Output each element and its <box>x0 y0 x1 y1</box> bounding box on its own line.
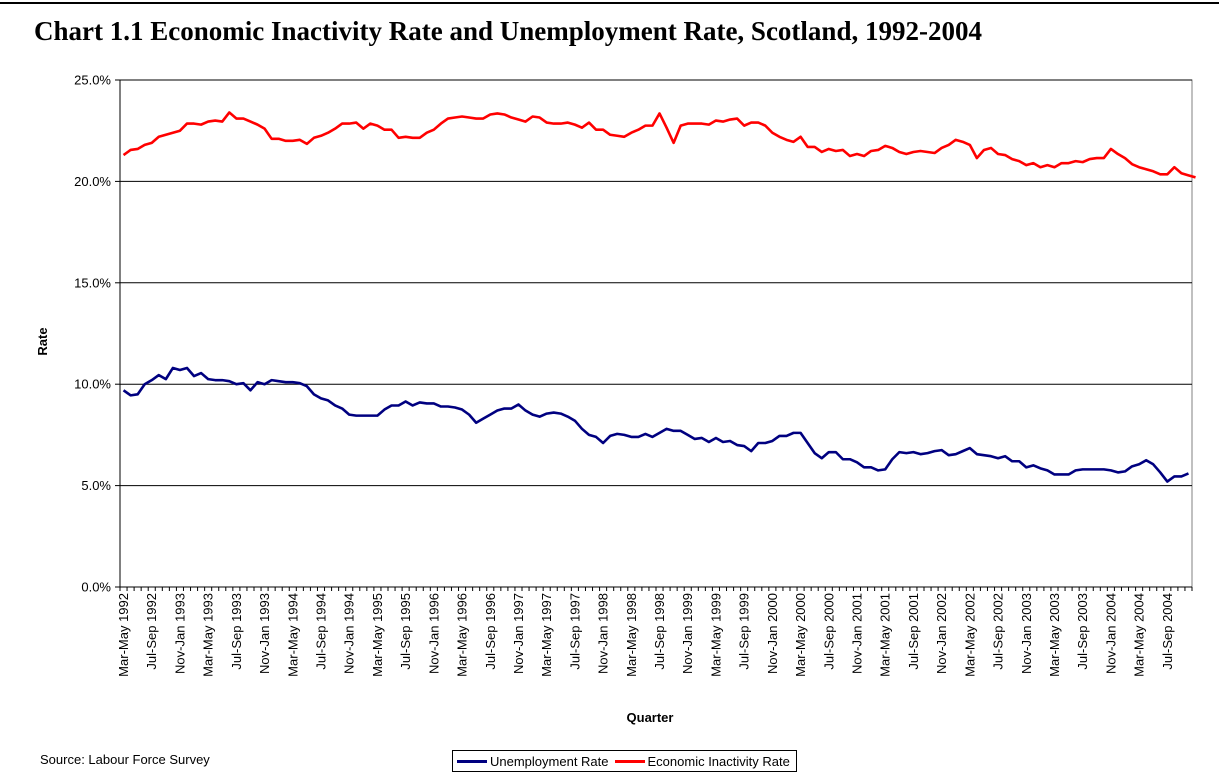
y-tick-label: 5.0% <box>81 478 111 493</box>
y-tick-label: 15.0% <box>74 275 111 290</box>
x-tick-label: Jul-Sep 2004 <box>1160 593 1175 670</box>
x-tick-label: Mar-May 1993 <box>201 593 216 677</box>
unemployment-rate-line <box>122 366 1189 483</box>
legend-swatch-inactivity <box>614 759 645 763</box>
x-tick-label: Nov-Jan 2004 <box>1103 593 1118 674</box>
x-tick-label: Nov-Jan 2001 <box>850 593 865 674</box>
chart-legend: Unemployment Rate Economic Inactivity Ra… <box>452 750 797 772</box>
x-tick-label: Mar-May 1997 <box>539 593 554 677</box>
x-tick-label: Mar-May 1992 <box>116 593 131 677</box>
legend-item-inactivity: Economic Inactivity Rate <box>614 753 790 769</box>
x-tick-label: Nov-Jan 1999 <box>680 593 695 674</box>
x-tick-label: Jul-Sep 1992 <box>144 593 159 670</box>
x-tick-label: Jul-Sep 1999 <box>737 593 752 670</box>
x-tick-label: Nov-Jan 1997 <box>511 593 526 674</box>
x-tick-label: Jul-Sep 2000 <box>821 593 836 670</box>
x-tick-label: Jul-Sep 2003 <box>1075 593 1090 670</box>
x-tick-label: Mar-May 2001 <box>878 593 893 677</box>
x-tick-label: Nov-Jan 1993 <box>172 593 187 674</box>
chart-title: Chart 1.1 Economic Inactivity Rate and U… <box>34 16 982 46</box>
x-tick-label: Mar-May 2000 <box>793 593 808 677</box>
legend-swatch-unemployment <box>457 759 487 763</box>
x-tick-label: Jul-Sep 1998 <box>652 593 667 670</box>
x-tick-label: Nov-Jan 2000 <box>765 593 780 674</box>
y-tick-label: 10.0% <box>74 377 111 392</box>
x-tick-label: Nov-Jan 1994 <box>342 593 357 674</box>
legend-item-unemployment: Unemployment Rate <box>457 754 609 769</box>
x-tick-label: Mar-May 1998 <box>624 593 639 677</box>
economic-inactivity-rate-line <box>122 111 1196 179</box>
x-tick-label: Mar-May 1994 <box>285 593 300 677</box>
x-tick-label: Mar-May 2002 <box>962 593 977 677</box>
x-tick-label: Jul-Sep 1993 <box>229 593 244 670</box>
x-tick-label: Mar-May 2003 <box>1047 593 1062 677</box>
y-axis-title: Rate <box>35 327 50 355</box>
x-tick-label: Nov-Jan 1998 <box>596 593 611 674</box>
x-tick-label: Jul-Sep 2002 <box>991 593 1006 670</box>
x-tick-label: Nov-Jan 2003 <box>1019 593 1034 674</box>
x-axis-title: Quarter <box>627 710 674 725</box>
x-tick-label: Jul-Sep 1997 <box>567 593 582 670</box>
x-tick-label: Mar-May 1999 <box>708 593 723 677</box>
legend-label-inactivity: Economic Inactivity Rate <box>647 753 790 769</box>
legend-label-unemployment: Unemployment Rate <box>490 753 609 769</box>
x-tick-label: Mar-May 1995 <box>370 593 385 677</box>
y-tick-label: 20.0% <box>74 174 111 189</box>
y-tick-label: 0.0% <box>81 580 111 595</box>
top-rule <box>0 2 1219 4</box>
source-note: Source: Labour Force Survey <box>40 752 210 767</box>
x-tick-label: Jul-Sep 1996 <box>483 593 498 670</box>
x-tick-label: Mar-May 1996 <box>455 593 470 677</box>
plot-area <box>119 79 1193 588</box>
x-tick-label: Nov-Jan 1993 <box>257 593 272 674</box>
x-tick-label: Jul-Sep 2001 <box>906 593 921 670</box>
x-tick-label: Nov-Jan 1996 <box>426 593 441 674</box>
y-tick-label: 25.0% <box>74 73 111 88</box>
x-tick-label: Jul-Sep 1995 <box>398 593 413 670</box>
x-tick-label: Nov-Jan 2002 <box>934 593 949 674</box>
x-tick-label: Jul-Sep 1994 <box>314 593 329 670</box>
x-tick-label: Mar-May 2004 <box>1132 593 1147 677</box>
